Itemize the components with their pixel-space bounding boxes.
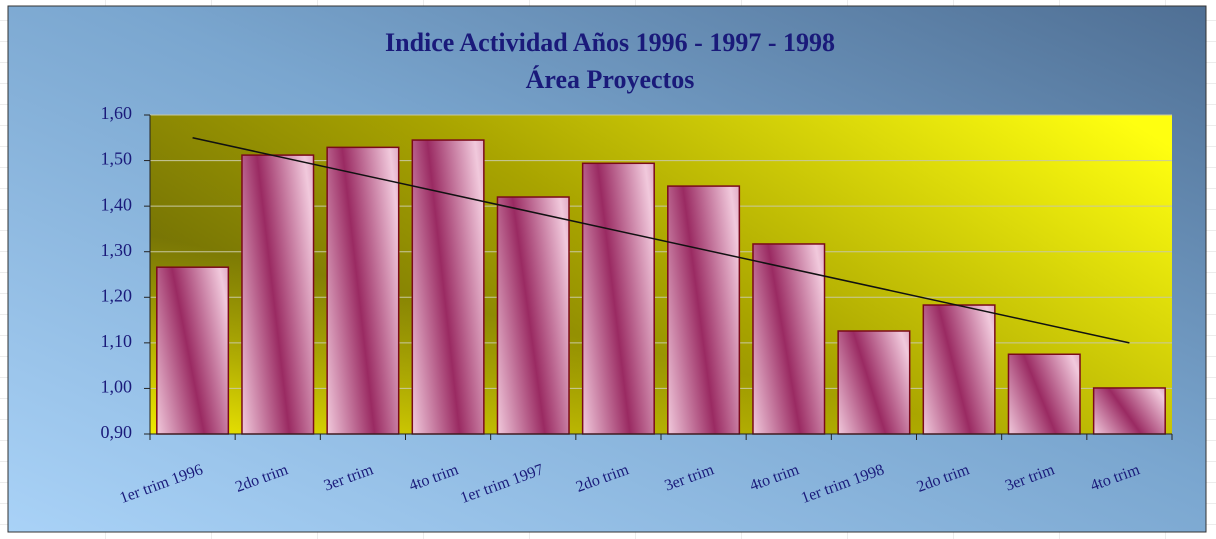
y-tick-label: 1,50 bbox=[101, 149, 133, 169]
bar bbox=[156, 266, 230, 435]
y-tick-label: 1,60 bbox=[101, 103, 133, 123]
plot-glow bbox=[150, 115, 1172, 434]
y-tick-label: 1,40 bbox=[101, 194, 133, 214]
trendline bbox=[192, 137, 1130, 344]
chart-title: Indice Actividad Años 1996 - 1997 - 1998 bbox=[385, 28, 835, 57]
bar bbox=[496, 196, 570, 435]
bar bbox=[1007, 353, 1081, 435]
y-tick-label: 1,20 bbox=[101, 285, 133, 305]
bar bbox=[1092, 387, 1166, 435]
bar bbox=[241, 154, 315, 435]
y-tick-label: 1,30 bbox=[101, 240, 133, 260]
y-tick-label: 1,10 bbox=[101, 331, 133, 351]
bar bbox=[922, 304, 996, 435]
bar bbox=[667, 185, 741, 435]
chart-subtitle: Área Proyectos bbox=[526, 65, 695, 94]
y-tick-label: 0,90 bbox=[101, 422, 133, 442]
bar bbox=[411, 139, 485, 435]
bar bbox=[326, 146, 400, 435]
bar bbox=[581, 162, 655, 435]
bar bbox=[837, 330, 911, 435]
y-tick-label: 1,00 bbox=[101, 377, 133, 397]
bar bbox=[752, 243, 826, 435]
